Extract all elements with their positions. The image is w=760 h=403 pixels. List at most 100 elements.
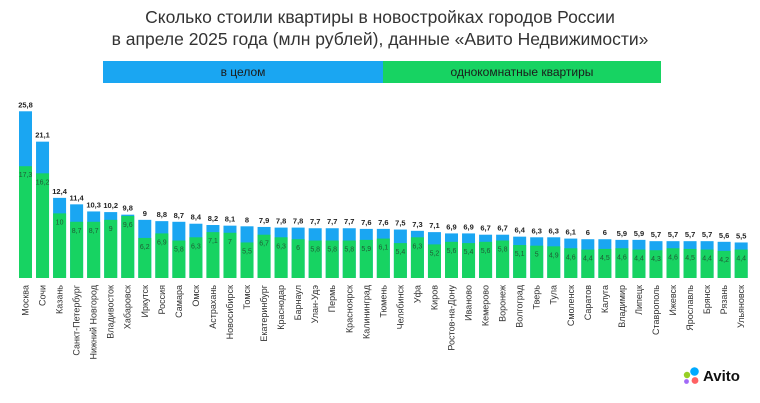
- label-one-room-14: 6,7: [259, 241, 269, 248]
- label-total-22: 7,5: [395, 219, 405, 228]
- label-total-7: 9: [143, 209, 147, 218]
- category-label-17: Улан-Удэ: [310, 285, 320, 324]
- category-label-16: Барнаул: [293, 285, 303, 320]
- label-one-room-42: 4,4: [736, 256, 746, 263]
- category-label-14: Екатеринбург: [259, 284, 269, 341]
- label-one-room-16: 6: [296, 245, 300, 252]
- label-one-room-39: 4,5: [685, 255, 695, 262]
- category-label-36: Липецк: [634, 285, 644, 315]
- label-total-9: 8,7: [174, 211, 184, 220]
- bar-one-room-25: [445, 241, 458, 278]
- label-one-room-28: 5,8: [498, 247, 508, 254]
- bar-one-room-6: [121, 215, 135, 278]
- category-label-32: Смоленск: [566, 285, 576, 326]
- bar-one-room-0: [19, 166, 32, 278]
- category-label-6: Хабаровск: [123, 285, 133, 329]
- category-label-7: Иркутск: [140, 285, 150, 318]
- label-total-41: 5,6: [719, 231, 729, 240]
- label-one-room-35: 4,6: [617, 254, 627, 261]
- bar-one-room-35: [615, 248, 629, 278]
- label-total-24: 7,1: [429, 221, 439, 230]
- bar-one-room-8: [155, 233, 169, 278]
- bar-one-room-36: [632, 249, 646, 278]
- label-one-room-26: 5,4: [464, 249, 474, 256]
- label-one-room-37: 4,3: [651, 256, 661, 263]
- label-total-4: 10,3: [86, 200, 101, 209]
- category-label-15: Краснодар: [276, 285, 286, 330]
- bar-one-room-23: [410, 237, 424, 278]
- bar-one-room-18: [325, 240, 339, 278]
- label-one-room-2: 10: [56, 219, 64, 226]
- category-label-29: Волгоград: [515, 284, 525, 327]
- label-total-26: 6,9: [463, 222, 473, 231]
- chart-title-line-1: Сколько стоили квартиры в новостройках г…: [145, 7, 615, 27]
- label-one-room-11: 7,1: [208, 238, 218, 245]
- label-one-room-3: 8,7: [72, 228, 82, 235]
- label-one-room-0: 17,3: [19, 172, 33, 179]
- label-one-room-17: 5,8: [310, 247, 320, 254]
- category-label-1: Сочи: [38, 285, 48, 306]
- label-total-27: 6,7: [480, 224, 490, 233]
- label-total-5: 10,2: [103, 201, 118, 210]
- category-label-37: Ставрополь: [651, 285, 661, 335]
- label-total-10: 8,4: [191, 213, 202, 222]
- label-total-1: 21,1: [35, 131, 50, 140]
- bar-one-room-39: [683, 248, 697, 278]
- label-total-32: 6,1: [566, 228, 576, 237]
- category-label-5: Владивосток: [106, 285, 116, 339]
- bar-one-room-33: [581, 249, 595, 278]
- label-one-room-19: 5,8: [344, 247, 354, 254]
- label-one-room-15: 6,3: [276, 243, 286, 250]
- category-label-24: Киров: [429, 285, 439, 310]
- label-one-room-34: 4,5: [600, 255, 610, 262]
- label-total-28: 6,7: [497, 224, 507, 233]
- bar-one-room-1: [36, 173, 50, 278]
- category-label-19: Красноярск: [344, 285, 354, 333]
- label-total-35: 5,9: [617, 229, 627, 238]
- label-total-36: 5,9: [634, 229, 644, 238]
- label-one-room-24: 5,2: [430, 250, 440, 257]
- label-one-room-25: 5,6: [447, 248, 457, 255]
- label-one-room-9: 5,8: [174, 247, 184, 254]
- label-one-room-1: 16,2: [36, 179, 50, 186]
- bar-one-room-21: [376, 238, 390, 278]
- category-label-2: Казань: [55, 285, 65, 314]
- label-total-14: 7,9: [259, 216, 269, 225]
- bar-one-room-12: [223, 232, 237, 278]
- label-total-2: 12,4: [52, 187, 67, 196]
- bar-one-room-9: [172, 240, 186, 278]
- bar-one-room-38: [666, 248, 680, 278]
- avito-logo: Avito: [681, 366, 740, 386]
- category-label-3: Санкт-Петербург: [72, 284, 82, 355]
- label-one-room-29: 5,1: [515, 251, 525, 258]
- bar-one-room-13: [240, 242, 254, 278]
- label-one-room-20: 5,9: [361, 246, 371, 253]
- category-label-27: Кемерово: [481, 285, 491, 326]
- category-label-23: Уфа: [412, 285, 422, 303]
- label-total-37: 5,7: [651, 230, 661, 239]
- bar-one-room-4: [87, 221, 101, 278]
- label-one-room-21: 6,1: [378, 245, 388, 252]
- label-one-room-33: 4,4: [583, 256, 593, 263]
- bar-one-room-24: [427, 244, 441, 278]
- category-label-31: Тула: [549, 285, 559, 305]
- bar-one-room-31: [547, 246, 561, 278]
- legend-one-room: однокомнатные квартиры: [383, 61, 661, 83]
- bar-one-room-40: [700, 249, 714, 278]
- label-total-18: 7,7: [327, 217, 337, 226]
- bar-one-room-7: [138, 237, 152, 278]
- label-total-40: 5,7: [702, 230, 712, 239]
- avito-logo-icon: [683, 367, 699, 384]
- label-one-room-12: 7: [228, 239, 232, 246]
- category-label-34: Калуга: [600, 285, 610, 313]
- category-label-41: Рязань: [719, 285, 729, 315]
- label-total-34: 6: [603, 228, 607, 237]
- label-total-20: 7,6: [361, 218, 371, 227]
- category-label-35: Владимир: [617, 285, 627, 328]
- category-label-30: Тверь: [532, 285, 542, 310]
- bar-one-room-26: [462, 243, 476, 278]
- label-one-room-36: 4,4: [634, 256, 644, 263]
- bar-one-room-15: [274, 237, 288, 278]
- category-label-38: Ижевск: [668, 285, 678, 316]
- label-total-12: 8,1: [225, 215, 235, 224]
